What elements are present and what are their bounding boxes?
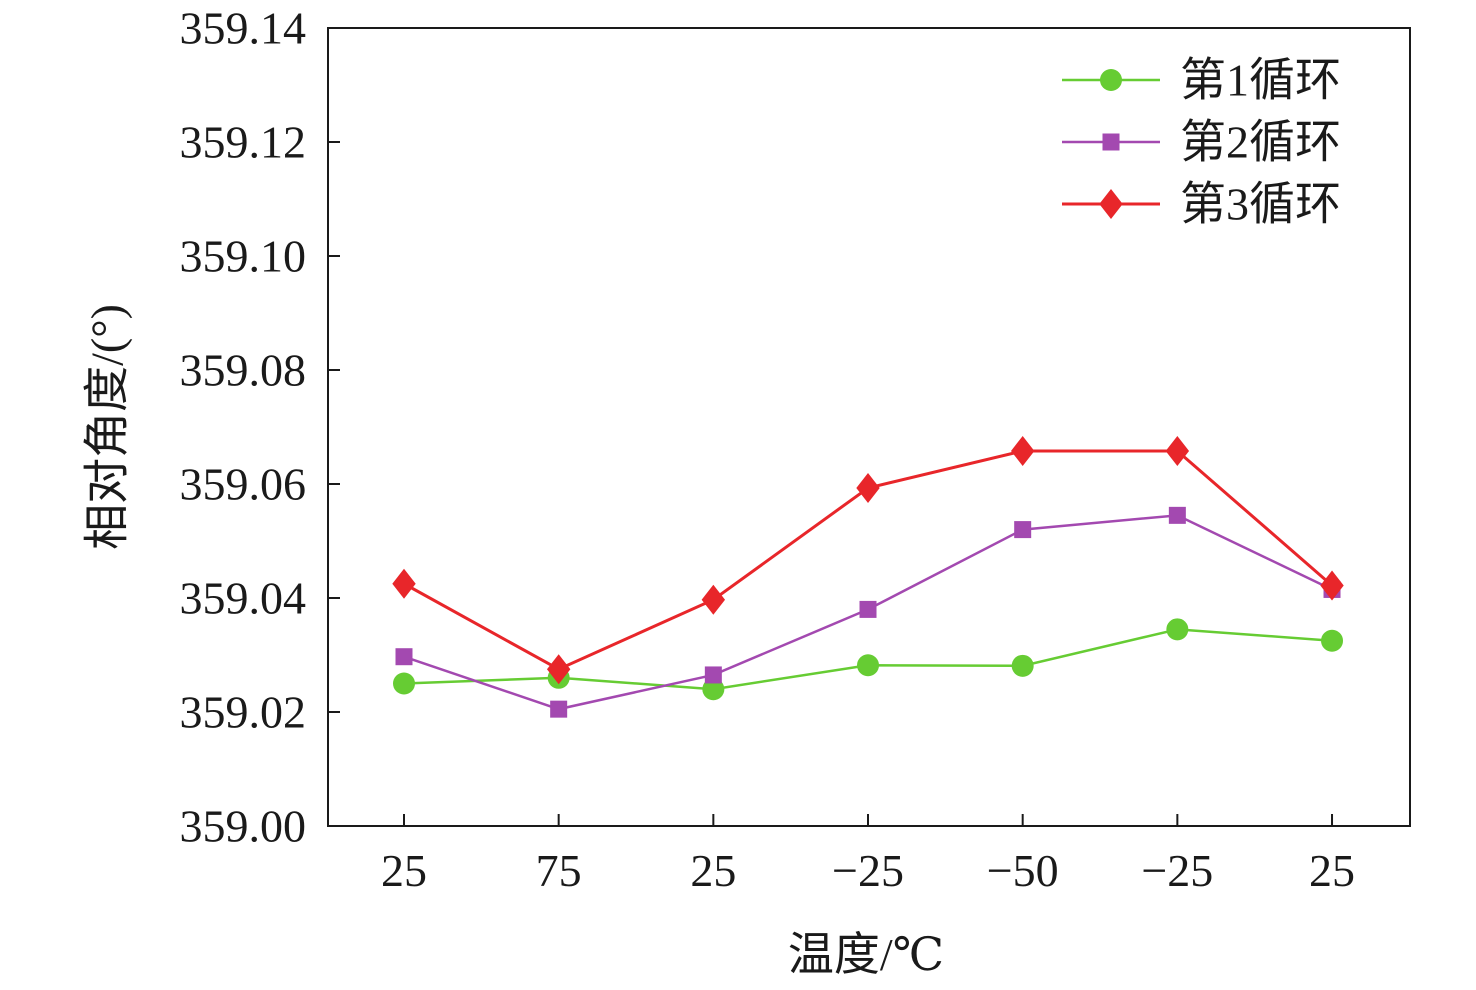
x-tick-label: −25	[1141, 845, 1213, 896]
data-point	[704, 666, 722, 684]
series-layer	[392, 435, 1344, 718]
legend-item: 第3循环	[1062, 179, 1341, 230]
data-point	[702, 678, 725, 701]
y-tick-label: 359.12	[180, 117, 307, 168]
x-tick-label: 25	[690, 845, 736, 896]
legend-marker	[1099, 189, 1123, 219]
data-point	[1014, 521, 1032, 539]
y-tick-label: 359.02	[180, 687, 307, 738]
data-point	[1011, 654, 1034, 677]
data-point	[857, 654, 880, 677]
legend-label: 第3循环	[1180, 179, 1341, 230]
y-tick-label: 359.06	[180, 459, 307, 510]
series-2	[395, 506, 1341, 718]
data-point	[701, 584, 726, 615]
x-tick-label: 25	[1309, 845, 1355, 896]
data-point	[1321, 629, 1344, 652]
data-point	[859, 600, 877, 618]
legend-label: 第2循环	[1180, 117, 1341, 168]
data-point	[395, 648, 413, 666]
legend-marker	[1100, 69, 1122, 91]
x-axis-title: 温度/℃	[788, 929, 944, 980]
data-point	[1320, 570, 1344, 601]
series-3	[392, 435, 1344, 685]
y-tick-label: 359.08	[180, 345, 307, 396]
series-1	[393, 618, 1344, 701]
y-tick-label: 359.10	[180, 231, 307, 282]
data-point	[1166, 618, 1189, 641]
data-point	[393, 672, 415, 695]
x-tick-label: −50	[987, 845, 1059, 896]
data-point	[550, 700, 568, 718]
legend-item: 第1循环	[1062, 55, 1341, 106]
legend-marker	[1102, 133, 1120, 151]
data-point	[1010, 435, 1035, 466]
y-tick-label: 359.04	[180, 573, 307, 624]
data-point	[546, 654, 571, 685]
legend-label: 第1循环	[1180, 55, 1341, 106]
legend-item: 第2循环	[1062, 117, 1341, 168]
x-axis: 25 75 25 −25 −50 −25 25	[381, 814, 1355, 896]
y-axis-title: 相对角度/(°)	[82, 304, 133, 550]
x-tick-label: −25	[832, 845, 904, 896]
y-tick-label: 359.14	[180, 3, 307, 54]
data-point	[856, 472, 880, 503]
y-tick-label: 359.00	[180, 801, 307, 852]
data-point	[1168, 506, 1186, 524]
y-axis: 359.00 359.02 359.04 359.06 359.08 359.10 359.…	[180, 3, 340, 852]
x-tick-label: 25	[381, 845, 427, 896]
x-tick-label: 75	[536, 845, 582, 896]
data-point	[392, 568, 416, 599]
data-point	[1165, 435, 1190, 466]
